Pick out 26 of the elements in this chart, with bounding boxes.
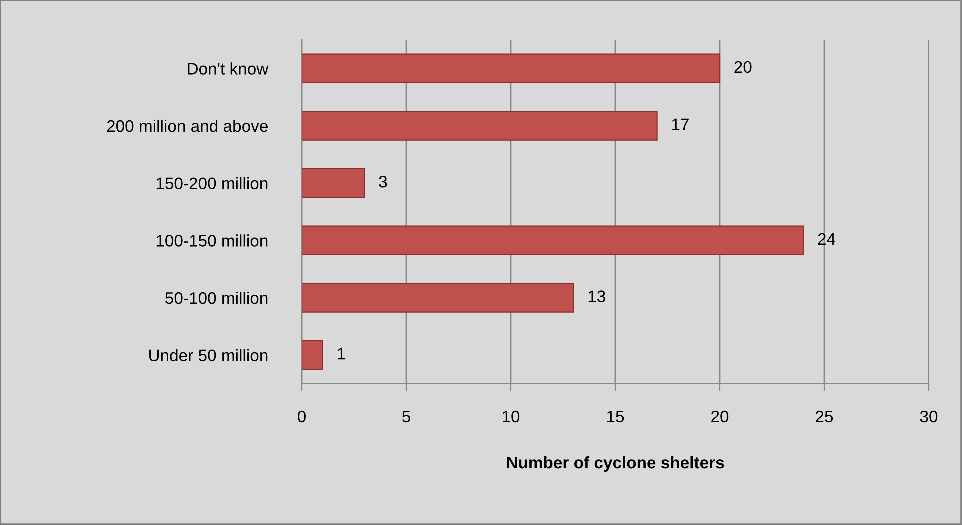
y-tick-label: Don't know	[188, 62, 269, 75]
y-tick-label: 200 million and above	[107, 120, 268, 132]
bar	[302, 54, 721, 84]
data-label: 13	[588, 290, 606, 302]
data-label: 1	[338, 348, 346, 360]
data-label: 3	[379, 176, 388, 188]
x-tick-label: 0	[298, 410, 306, 423]
bar	[302, 226, 804, 256]
y-tick-label: 150-200 million	[156, 177, 268, 190]
x-tick-label: 10	[503, 410, 520, 423]
data-label: 17	[672, 118, 689, 130]
bar	[302, 168, 366, 198]
data-label: 20	[734, 61, 752, 74]
x-axis-title: Number of cyclone shelters	[507, 456, 724, 472]
x-tick-label: 30	[920, 410, 938, 423]
y-tick-label: 100-150 million	[156, 234, 268, 247]
bar	[302, 111, 658, 141]
x-tick-label: 15	[608, 411, 624, 423]
bar	[302, 283, 574, 313]
x-tick-label: 5	[402, 411, 410, 423]
y-tick-label: 50-100 million	[166, 292, 268, 304]
bar	[302, 340, 324, 370]
y-tick-label: Under 50 million	[150, 349, 268, 362]
x-tick-label: 25	[816, 410, 834, 423]
x-tick-label: 20	[712, 410, 729, 423]
data-label: 24	[818, 233, 836, 245]
